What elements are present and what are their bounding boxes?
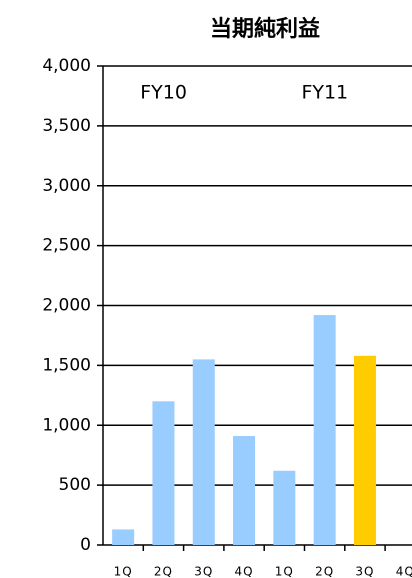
bar [112,529,135,545]
bar [152,401,175,545]
y-tick-label: 3,000 [42,176,91,196]
chart-title: 当期純利益 [210,16,320,42]
x-tick-label: 3Q [355,565,374,578]
group-label: FY11 [301,82,348,104]
x-tick-label: 3Q [194,565,213,578]
bar [233,436,256,545]
y-tick-label: 4,000 [42,56,91,76]
y-tick-label: 1,000 [42,415,91,435]
group-label: FY10 [140,82,187,104]
y-tick-label: 2,000 [42,296,91,316]
bar [313,315,336,545]
y-tick-label: 500 [59,475,91,495]
x-tick-label: 2Q [315,565,334,578]
x-tick-label: 1Q [275,565,294,578]
x-tick-label: 2Q [154,565,173,578]
bar [273,470,296,545]
x-tick-label: 1Q [114,565,133,578]
x-tick-label: 4Q [235,565,254,578]
y-tick-label: 3,500 [42,116,91,136]
y-tick-label: 1,500 [42,355,91,375]
y-tick-label: 0 [80,535,91,555]
bar [192,359,215,545]
x-tick-label: 4Q [396,565,412,578]
bar [353,355,376,545]
y-tick-label: 2,500 [42,236,91,256]
